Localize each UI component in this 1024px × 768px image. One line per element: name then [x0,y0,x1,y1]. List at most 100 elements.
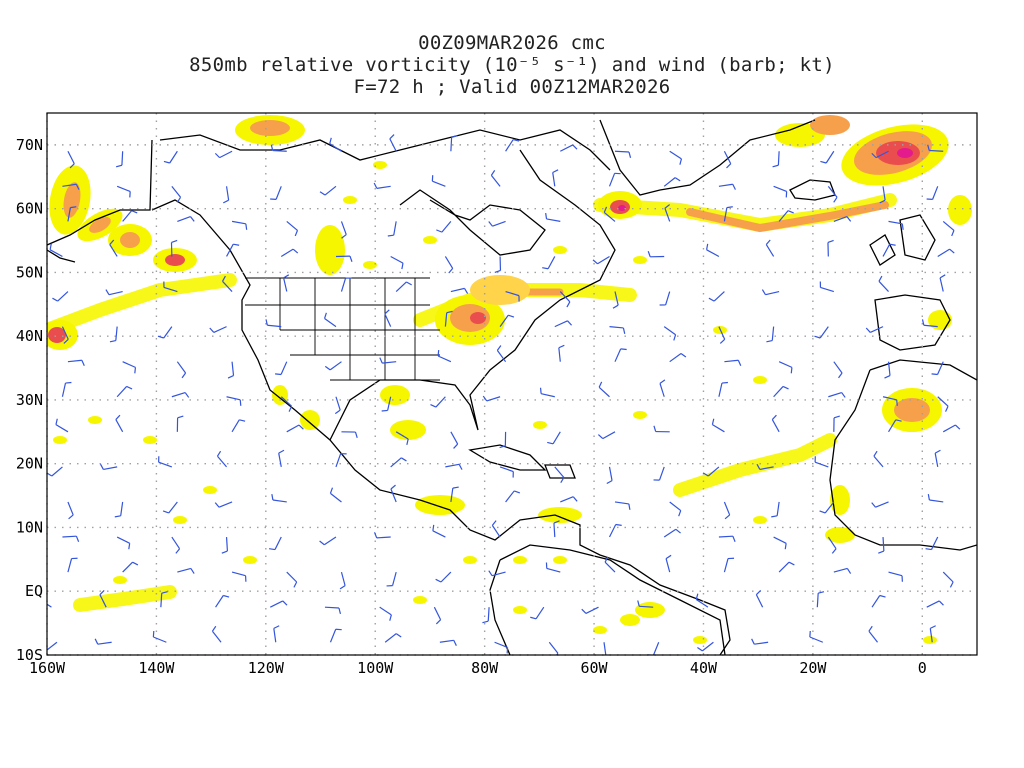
wind-barb-flag [604,556,609,563]
wind-barb-flag [175,548,181,554]
wind-barb [269,600,284,608]
wind-barb-flag [567,320,573,326]
wind-barb-flag [653,425,657,432]
wind-barb [215,595,224,608]
wind-barb [280,248,294,257]
wind-barb-flag [782,385,789,390]
vorticity-patch [203,486,217,494]
wind-barb-flag [871,152,877,159]
wind-barb [444,256,454,269]
wind-barb-flag [737,359,742,366]
lat-tick-label: 30N [16,391,43,409]
wind-barb [163,326,173,339]
wind-barb [888,419,897,433]
wind-barb [871,595,881,608]
wind-barb-flag [622,327,626,334]
wind-barb-flag [334,409,341,415]
wind-barb [669,150,682,160]
wind-barb [546,567,561,573]
wind-barb-flag [665,554,672,560]
wind-barb [608,466,613,481]
wind-barb [882,243,891,257]
wind-barb-flag [114,515,121,518]
wind-barb-flag [239,419,246,422]
wind-barb [718,326,726,340]
vorticity-patch [53,436,67,444]
vorticity-patch [553,556,567,564]
wind-barb [231,220,246,225]
wind-barb [873,455,884,468]
wind-barb-flag [109,239,115,245]
wind-barb [718,535,733,538]
wind-barb-flag [846,568,852,574]
wind-barb-flag [81,359,85,366]
wind-barb [773,386,784,398]
wind-barb [231,571,246,577]
wind-barb-flag [435,578,442,583]
wind-barb [211,630,222,643]
wind-barb [169,150,178,164]
vorticity-patch [928,310,952,330]
wind-barb-flag [939,274,946,279]
wind-barb-flag [292,248,299,254]
wind-barb [376,536,391,539]
wind-barb [376,185,391,189]
vorticity-patch [165,254,185,266]
lon-tick-label: 40W [690,659,718,677]
wind-barb-flag [927,494,930,501]
vorticity-patch [948,195,972,225]
wind-barb [936,361,944,375]
wind-barb-flag [401,263,404,270]
wind-barb-flag [294,230,299,237]
wind-barb-flag [925,548,932,551]
wind-barb [177,567,192,573]
wind-barb [47,641,58,651]
wind-barb-flag [436,229,443,233]
wind-barb [548,641,559,654]
wind-barb [494,641,508,649]
wind-barb [67,501,74,516]
aleutians [47,249,76,263]
map-title-block: 00Z09MAR2026 cmc 850mb relative vorticit… [0,32,1024,98]
wind-barb-flag [612,304,619,309]
wind-barb [778,210,789,222]
vorticity-patch [810,115,850,135]
wind-barb-flag [539,387,542,394]
title-run: 00Z09MAR2026 cmc [418,32,606,54]
wind-barb-flag [339,585,346,590]
wind-barb [323,536,337,546]
wind-barb [937,248,950,257]
lat-tick-label: 20N [16,455,43,473]
wind-barb [67,150,75,165]
wind-barb-flag [827,239,834,244]
wind-barb [116,185,131,193]
vorticity-patch [380,385,410,405]
wind-barb [695,598,709,608]
title-field: 850mb relative vorticity (10⁻⁵ s⁻¹) and … [189,54,835,76]
wind-barb [391,571,397,586]
vorticity-patch [897,148,913,158]
wind-barb-flag [878,550,885,554]
wind-barb [122,561,133,573]
wind-barb [280,396,292,407]
wind-barb [324,185,337,196]
wind-barb [329,143,342,152]
wind-barb-flag [678,510,682,517]
wind-barb-flag [951,230,955,237]
wind-barb [286,424,300,433]
wind-barb-flag [99,463,104,470]
wind-barb-flag [488,221,493,227]
wind-barb [160,593,163,608]
wind-barb [439,639,454,643]
wind-barb-flag [721,381,728,384]
wind-barb [441,221,452,233]
cuba-coast [468,444,547,471]
wind-barb-flag [52,297,58,302]
lon-tick-label: 80W [471,659,499,677]
wind-barb-flag [673,334,677,341]
wind-barb-flag [406,438,409,446]
lon-tick-label: 20W [799,659,827,677]
wind-barb-flag [273,625,280,629]
wind-barb-flag [628,151,632,158]
